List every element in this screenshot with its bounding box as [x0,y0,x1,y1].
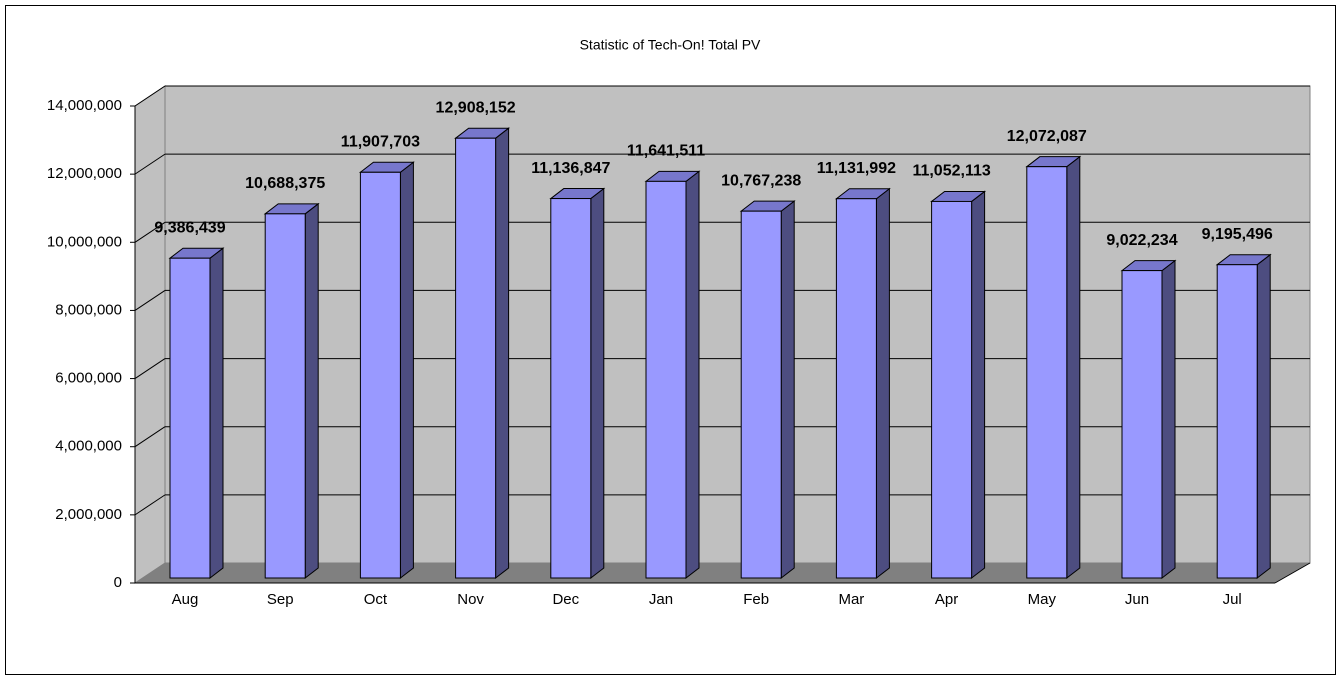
x-tick-label: Jul [1223,591,1242,608]
bar [264,213,306,579]
bar [740,210,782,579]
grid-line [134,153,166,175]
value-label: 10,688,375 [245,175,325,192]
bar-side [780,200,795,580]
grid-line [134,426,166,448]
floor [135,563,1310,583]
value-label: 9,022,234 [1106,232,1177,249]
bar-side [685,170,700,580]
value-label: 11,136,847 [531,160,610,177]
x-tick-label: Jan [649,591,673,608]
value-label: 11,907,703 [341,134,420,151]
chart-title: Statistic of Tech-On! Total PV [580,37,761,53]
grid-line [134,221,166,243]
y-tick-label: 0 [114,574,122,591]
x-tick-label: Mar [838,591,864,608]
value-label: 9,386,439 [154,219,225,236]
value-label: 12,908,152 [436,99,516,116]
grid-line [134,85,166,107]
bar-side [875,187,890,580]
bar [169,257,211,579]
y-tick-label: 6,000,000 [55,370,122,387]
y-tick-label: 2,000,000 [55,506,122,523]
x-tick-label: May [1028,591,1057,608]
value-label: 12,072,087 [1007,128,1087,145]
value-label: 10,767,238 [721,172,801,189]
x-tick-label: Nov [457,591,484,608]
bar-side [304,202,319,580]
bar-side [1066,155,1081,580]
x-tick-label: Oct [364,591,388,608]
floor-edge [1274,562,1311,584]
bar [455,137,497,579]
x-tick-label: Apr [935,591,958,608]
bar-side [495,127,510,580]
bar-side [1256,253,1271,580]
bar-side [590,187,605,580]
back-wall [164,85,1311,564]
x-tick-label: Aug [172,591,199,608]
y-tick-label: 4,000,000 [55,438,122,455]
x-tick-label: Jun [1125,591,1149,608]
grid-line [134,358,166,379]
y-tick-label: 10,000,000 [47,233,122,250]
grid-line [134,290,166,311]
bar [550,198,592,579]
value-label: 11,641,511 [627,143,705,160]
bar [835,198,877,579]
side-wall [134,85,166,584]
y-tick-label: 8,000,000 [55,301,122,318]
value-label: 11,131,992 [817,160,896,177]
bar [1121,270,1163,579]
bar-side [209,247,224,580]
x-tick-label: Sep [267,591,294,608]
bar [645,180,687,579]
grid-line [134,494,166,516]
bar [931,200,973,579]
value-label: 11,052,113 [912,163,990,180]
bar [1026,166,1068,579]
bar [1216,264,1258,579]
y-tick-label: 14,000,000 [47,97,122,114]
bar-side [971,190,986,580]
bar-side [399,161,414,580]
bar-side [1161,259,1176,580]
bar [359,171,401,579]
x-tick-label: Dec [552,591,579,608]
x-tick-label: Feb [743,591,769,608]
y-tick-label: 12,000,000 [47,165,122,182]
value-label: 9,195,496 [1202,226,1273,243]
